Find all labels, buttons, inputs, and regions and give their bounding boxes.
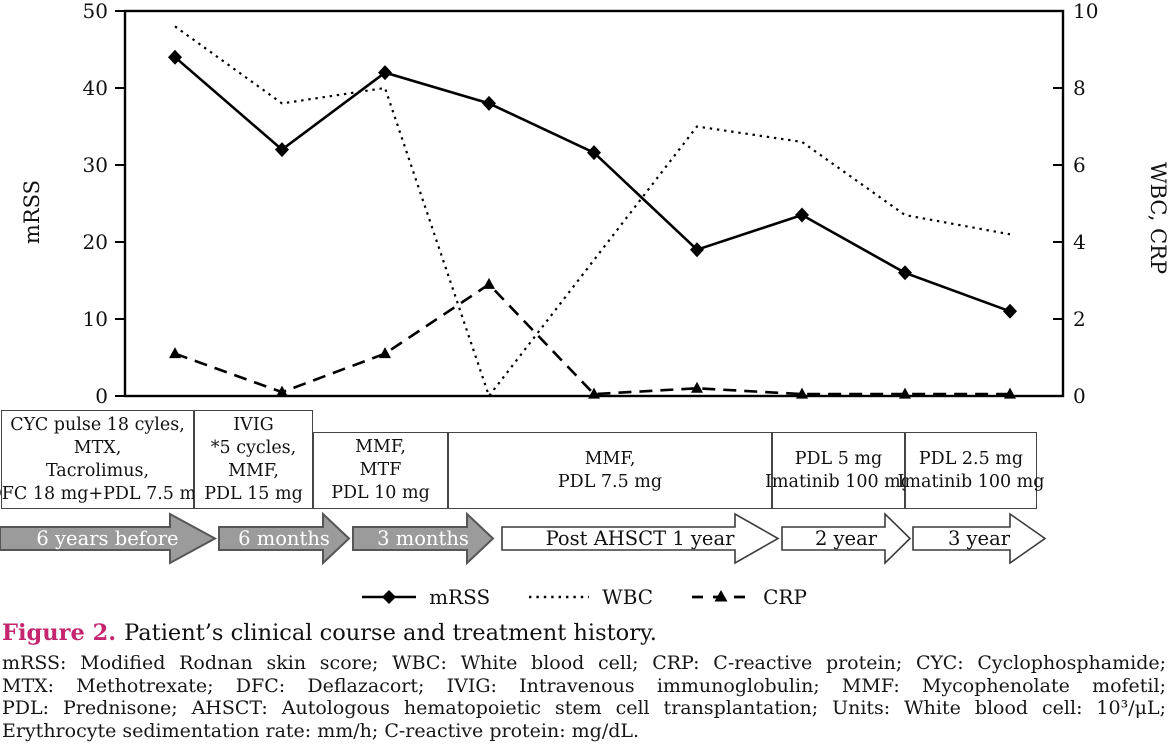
timeline-arrow-label-4: Post AHSCT 1 year (545, 527, 735, 550)
right-tick-label-2: 2 (1073, 307, 1086, 331)
treatment-line: PDL 7.5 mg (557, 471, 663, 492)
treatment-line: MMF, (584, 448, 636, 469)
timeline-arrow-label-3: 3 months (377, 527, 469, 550)
treatment-box-3: MMF, MTF PDL 10 mg (313, 432, 448, 509)
treatment-line: PDL 10 mg (331, 483, 430, 503)
treatment-box-1: CYC pulse 18 cyles, MTX, Tacrolimus, DFC 18… (0, 410, 207, 509)
legend-label-wbc: WBC (602, 585, 654, 609)
timeline-arrow-5 (781, 512, 912, 565)
series-line-crp (174, 282, 1010, 396)
legend-item-mrss: mRSS (361, 585, 490, 609)
timeline-arrow-label-1: 6 years before (36, 527, 179, 550)
legend-crp-swatch-dashed-triangle-icon (692, 590, 751, 602)
figure-caption-text: Patient’s clinical course and treatment … (124, 620, 657, 646)
treatment-line: IVIG (233, 414, 274, 435)
right-tick-label-6: 6 (1073, 153, 1086, 177)
right-tick-label-10: 10 (1073, 0, 1099, 23)
legend-label-crp: CRP (763, 585, 807, 609)
treatment-box-6: PDL 2.5 mg Imatinib 100 mg (898, 432, 1044, 509)
triangle-marker (691, 381, 703, 393)
triangle-marker (276, 385, 288, 397)
timeline-arrow-label-6: 3 year (947, 527, 1011, 550)
series-line-wbc (174, 25, 1011, 399)
timeline-arrow-label-5: 2 year (814, 527, 878, 550)
figure-number-label: Figure 2. (2, 620, 117, 646)
legend-mrss-swatch-solid-diamond-icon (362, 590, 417, 604)
diamond-marker (690, 242, 704, 258)
treatment-line: PDL 5 mg (794, 448, 883, 469)
triangle-marker (169, 347, 181, 359)
diamond-marker (587, 145, 601, 161)
diamond-marker (1003, 303, 1017, 319)
treatment-line: MMF, (228, 460, 279, 481)
footnote-line-4: Erythrocyte sedimentation rate: mm/h; C-… (2, 719, 640, 742)
figure-caption: Figure 2. Patient’s clinical course and t… (2, 618, 1162, 648)
timeline-arrow-label-2: 6 months (238, 527, 330, 550)
treatment-line: Imatinib 100 mg (765, 471, 912, 492)
treatment-line: PDL 15 mg (204, 483, 303, 504)
left-tick-label-0: 0 (95, 384, 108, 408)
treatment-line: MMF, (355, 437, 406, 457)
timeline-arrow-2 (218, 511, 351, 566)
left-tick-label-30: 30 (82, 153, 108, 177)
triangle-marker (899, 387, 911, 399)
treatment-line: PDL 2.5 mg (918, 448, 1024, 469)
figure-footnote: mRSS: Modified Rodnan skin score; WBC: W… (2, 652, 1166, 742)
timeline-arrow-3 (352, 511, 495, 566)
footnote-line-3: PDL: Prednisone; AHSCT: Autologous hemat… (2, 697, 1166, 720)
triangle-marker (1004, 387, 1016, 399)
diamond-marker (275, 142, 289, 158)
diamond-marker (898, 265, 912, 281)
triangle-marker (796, 387, 808, 399)
left-tick-label-10: 10 (82, 307, 108, 331)
legend-label-mrss: mRSS (429, 585, 491, 609)
plot-frame (123, 9, 1065, 398)
triangle-marker (483, 277, 495, 289)
treatment-line: MTX, (73, 437, 122, 458)
chart-legend: mRSS WBC CRP (284, 583, 884, 611)
right-axis-title: WBC, CRP (1146, 162, 1168, 275)
diamond-marker (168, 49, 182, 65)
footnote-line-1: mRSS: Modified Rodnan skin score; WBC: W… (2, 652, 1166, 674)
left-axis-title: mRSS (20, 179, 44, 245)
treatment-line: Tacrolimus, (45, 460, 150, 481)
right-tick-label-8: 8 (1073, 76, 1086, 100)
legend-item-crp: CRP (691, 585, 807, 609)
treatment-box-5: PDL 5 mg Imatinib 100 mg (765, 432, 912, 509)
diamond-marker (378, 65, 392, 81)
legend-wbc-swatch-dotted-icon (529, 595, 590, 599)
treatment-line: Imatinib 100 mg (897, 471, 1045, 492)
footnote-line-2: MTX: Methotrexate; DFC: Deflazacort; IVI… (2, 674, 1166, 697)
legend-item-wbc: WBC (528, 585, 653, 609)
timeline-arrow-1 (0, 512, 218, 565)
timeline-arrow-6 (912, 512, 1047, 565)
series-line-mrss (174, 56, 1011, 313)
diamond-marker (795, 207, 809, 223)
treatment-box-2: IVIG *5 cycles, MMF, PDL 15 mg (194, 410, 313, 509)
left-tick-label-40: 40 (82, 76, 108, 100)
timeline-arrow-4 (501, 512, 780, 565)
left-tick-label-50: 50 (82, 0, 108, 23)
treatment-line: CYC pulse 18 cyles, (10, 414, 185, 435)
left-tick-label-20: 20 (82, 230, 108, 254)
treatment-line: MTF (359, 460, 402, 480)
right-tick-label-0: 0 (1073, 384, 1086, 408)
triangle-marker (588, 387, 600, 399)
clinical-course-chart (0, 9, 1065, 566)
right-tick-label-4: 4 (1073, 230, 1086, 254)
treatment-line: DFC 18 mg+PDL 7.5 mg (0, 483, 208, 504)
triangle-marker (379, 347, 391, 359)
treatment-line: *5 cycles, (210, 437, 297, 458)
treatment-box-4: MMF, PDL 7.5 mg (448, 432, 772, 509)
diamond-marker (482, 95, 496, 111)
